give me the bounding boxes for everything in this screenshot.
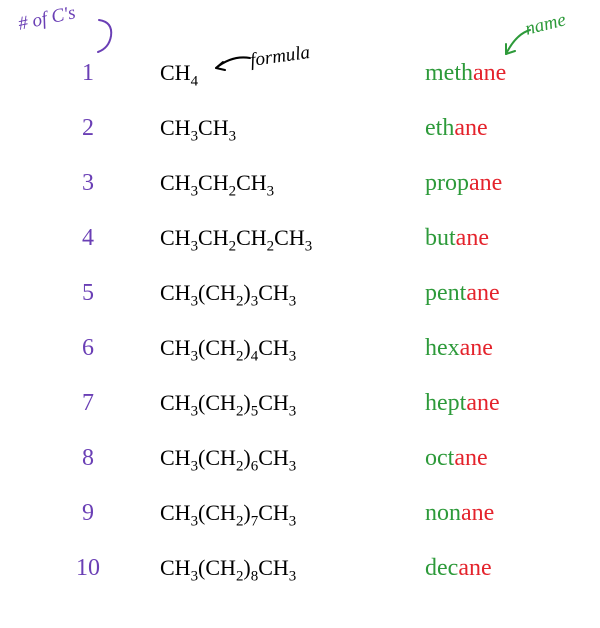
name-prefix: pent — [425, 280, 466, 306]
molecular-formula: CH3CH2CH3 — [160, 170, 274, 196]
name-prefix: non — [425, 500, 461, 526]
compound-name: propane — [425, 170, 502, 197]
compound-name: butane — [425, 225, 489, 252]
compound-name: ethane — [425, 115, 488, 142]
name-prefix: hept — [425, 390, 466, 416]
name-suffix: ane — [454, 445, 487, 471]
carbon-count: 8 — [58, 445, 118, 472]
name-suffix: ane — [460, 335, 493, 361]
molecular-formula: CH3CH3 — [160, 115, 236, 141]
compound-name: octane — [425, 445, 488, 472]
compound-name: decane — [425, 555, 492, 582]
molecular-formula: CH3(CH2)4CH3 — [160, 335, 296, 361]
name-suffix: ane — [466, 280, 499, 306]
name-suffix: ane — [466, 390, 499, 416]
name-prefix: but — [425, 225, 456, 251]
molecular-formula: CH3(CH2)3CH3 — [160, 280, 296, 306]
table-row: 7 CH3(CH2)5CH3 heptane — [0, 390, 600, 440]
name-suffix: ane — [473, 60, 506, 86]
table-row: 4 CH3CH2CH2CH3 butane — [0, 225, 600, 275]
carbon-count: 3 — [58, 170, 118, 197]
name-suffix: ane — [454, 115, 487, 141]
molecular-formula: CH3(CH2)6CH3 — [160, 445, 296, 471]
molecular-formula: CH3CH2CH2CH3 — [160, 225, 312, 251]
molecular-formula: CH3(CH2)8CH3 — [160, 555, 296, 581]
carbon-count: 1 — [58, 60, 118, 87]
table-row: 3 CH3CH2CH3 propane — [0, 170, 600, 220]
molecular-formula: CH3(CH2)7CH3 — [160, 500, 296, 526]
name-prefix: dec — [425, 555, 458, 581]
table-row: 9 CH3(CH2)7CH3 nonane — [0, 500, 600, 550]
table-row: 5 CH3(CH2)3CH3 pentane — [0, 280, 600, 330]
compound-name: methane — [425, 60, 506, 87]
table-row: 6 CH3(CH2)4CH3 hexane — [0, 335, 600, 385]
bracket-icon — [95, 18, 125, 58]
carbon-count: 5 — [58, 280, 118, 307]
compound-name: nonane — [425, 500, 494, 527]
name-prefix: eth — [425, 115, 454, 141]
carbon-count: 6 — [58, 335, 118, 362]
name-prefix: hex — [425, 335, 460, 361]
compound-name: pentane — [425, 280, 500, 307]
table-row: 1 CH4 methane — [0, 60, 600, 110]
table-row: 2 CH3CH3 ethane — [0, 115, 600, 165]
header-num-carbons: # of C's — [16, 2, 77, 36]
carbon-count: 10 — [58, 555, 118, 582]
table-row: 8 CH3(CH2)6CH3 octane — [0, 445, 600, 495]
compound-name: heptane — [425, 390, 500, 417]
carbon-count: 4 — [58, 225, 118, 252]
carbon-count: 9 — [58, 500, 118, 527]
name-suffix: ane — [461, 500, 494, 526]
name-suffix: ane — [458, 555, 491, 581]
molecular-formula: CH3(CH2)5CH3 — [160, 390, 296, 416]
carbon-count: 7 — [58, 390, 118, 417]
name-suffix: ane — [456, 225, 489, 251]
compound-name: hexane — [425, 335, 493, 362]
carbon-count: 2 — [58, 115, 118, 142]
name-prefix: meth — [425, 60, 473, 86]
arrow-name-icon — [498, 26, 538, 62]
table-row: 10 CH3(CH2)8CH3 decane — [0, 555, 600, 605]
name-prefix: prop — [425, 170, 469, 196]
name-prefix: oct — [425, 445, 454, 471]
name-suffix: ane — [469, 170, 502, 196]
molecular-formula: CH4 — [160, 60, 198, 86]
